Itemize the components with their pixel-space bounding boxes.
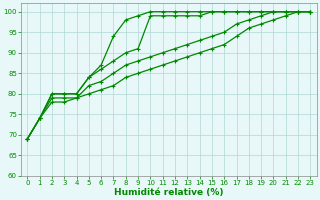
X-axis label: Humidité relative (%): Humidité relative (%) — [114, 188, 224, 197]
